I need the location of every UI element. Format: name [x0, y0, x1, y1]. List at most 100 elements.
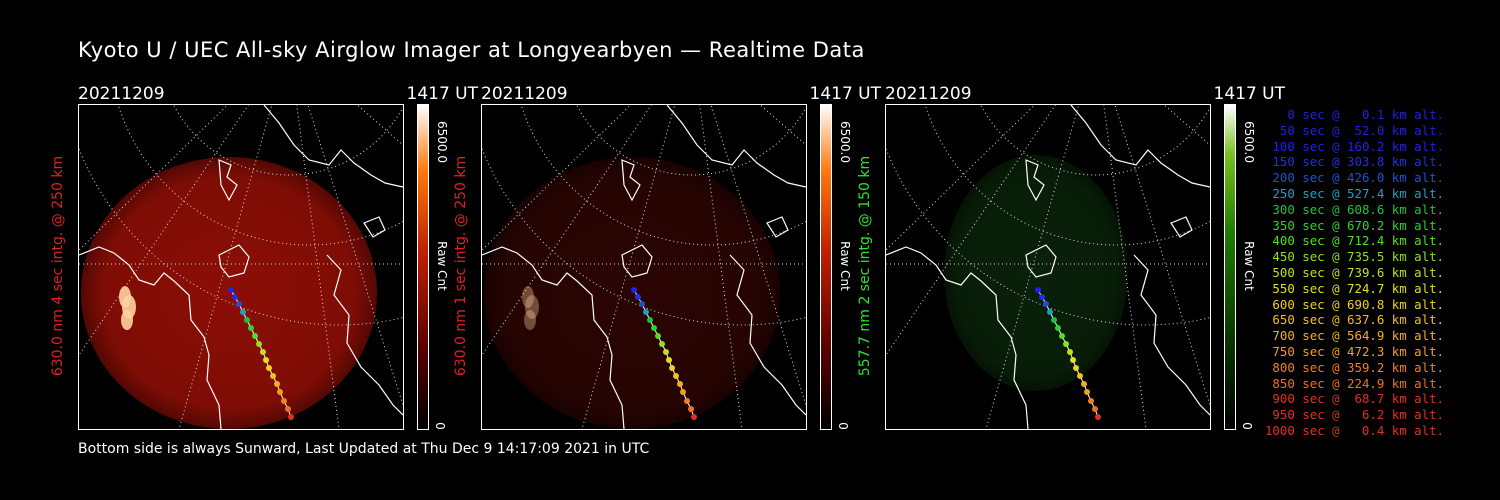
panel-time: 1417 UT: [1213, 84, 1286, 104]
allsky-image: [481, 104, 807, 430]
trajectory-point: [1084, 389, 1090, 395]
coastline: [1070, 105, 1210, 188]
airglow-region: [944, 155, 1128, 391]
colorbar-min: 0: [432, 422, 447, 430]
meridian-line: [1103, 105, 1147, 429]
trajectory-point: [1095, 414, 1101, 420]
coastline: [621, 159, 641, 202]
trajectory-point: [274, 381, 280, 387]
airglow-region: [484, 157, 780, 429]
trajectory-point: [651, 325, 657, 331]
colorbar-max: 6500.0: [838, 121, 852, 163]
trajectory-point: [1070, 357, 1076, 363]
trajectory-point: [1035, 287, 1041, 293]
legend-row: 100 sec @ 160.2 km alt.: [1272, 138, 1444, 154]
trajectory-point: [1055, 325, 1061, 331]
coastline: [79, 246, 222, 429]
panel-wavelength-label: 630.0 nm 4 sec intg. @ 250 km: [50, 155, 66, 377]
colorbar: [1224, 104, 1236, 430]
aurora-spot: [522, 286, 534, 308]
legend-row: 700 sec @ 564.9 km alt.: [1272, 328, 1444, 344]
legend-row: 250 sec @ 527.4 km alt.: [1272, 185, 1444, 201]
trajectory-point: [1088, 398, 1094, 404]
panel-time: 1417 UT: [809, 84, 882, 104]
footer-note: Bottom side is always Sunward, Last Upda…: [78, 441, 650, 457]
meridian-line: [759, 105, 806, 146]
trajectory-point: [691, 414, 697, 420]
legend-row: 600 sec @ 690.8 km alt.: [1272, 296, 1444, 312]
imager-panel-2: 20211209 1417 UT 630.0 nm 1 sec intg. @ …: [453, 84, 882, 434]
legend-row: 1000 sec @ 0.4 km alt.: [1264, 422, 1444, 438]
coastline: [326, 254, 403, 416]
meridian-line: [178, 105, 273, 429]
trajectory-point: [1067, 349, 1073, 355]
trajectory-point: [643, 309, 649, 315]
legend-row: 500 sec @ 739.6 km alt.: [1272, 264, 1444, 280]
trajectory-point: [236, 301, 242, 307]
legend-row: 650 sec @ 637.6 km alt.: [1272, 312, 1444, 328]
coastline: [621, 244, 653, 278]
coastline: [1025, 244, 1057, 278]
meridian-line: [1163, 105, 1210, 146]
meridian-line: [482, 105, 632, 251]
colorbar: [820, 104, 832, 430]
coastline: [1170, 216, 1193, 238]
trajectory-point: [281, 398, 287, 404]
panel-wavelength-label: 557.7 nm 2 sec intg. @ 150 km: [857, 155, 873, 377]
trajectory-point: [1059, 333, 1065, 339]
colorbar-unit: Raw Cnt: [435, 241, 449, 291]
trajectory-point: [688, 406, 694, 412]
meridian-line: [482, 105, 652, 356]
trajectory-point: [244, 317, 250, 323]
legend-row: 550 sec @ 724.7 km alt.: [1272, 280, 1444, 296]
meridian-line: [985, 105, 1080, 429]
legend-row: 0 sec @ 0.1 km alt.: [1287, 107, 1444, 122]
allsky-image: [78, 104, 404, 430]
trajectory-point: [655, 333, 661, 339]
trajectory-point: [1043, 301, 1049, 307]
trajectory-point: [1077, 373, 1083, 379]
panel-wavelength-label: 630.0 nm 1 sec intg. @ 250 km: [453, 155, 469, 377]
trajectory-point: [673, 373, 679, 379]
panel-date: 20211209: [78, 84, 165, 104]
trajectory-point: [288, 414, 294, 420]
colorbar-min: 0: [835, 422, 850, 430]
legend-row: 950 sec @ 6.2 km alt.: [1272, 407, 1444, 423]
meridian-line: [307, 105, 403, 406]
imager-panel-3: 20211209 1417 UT 557.7 nm 2 sec intg. @ …: [857, 84, 1286, 434]
allsky-map: [886, 105, 1210, 429]
legend-row: 50 sec @ 52.0 km alt.: [1279, 122, 1444, 138]
trajectory-point: [1063, 341, 1069, 347]
trajectory-point: [1051, 317, 1057, 323]
trajectory-point: [277, 389, 283, 395]
trajectory-point: [1047, 309, 1053, 315]
meridian-line: [710, 105, 806, 406]
coastline: [218, 244, 250, 278]
trajectory-point: [256, 341, 262, 347]
trajectory-point: [647, 317, 653, 323]
legend-row: 800 sec @ 359.2 km alt.: [1272, 359, 1444, 375]
legend-row: 750 sec @ 472.3 km alt.: [1272, 343, 1444, 359]
meridian-line: [886, 105, 1036, 251]
aurora-spot: [121, 310, 133, 330]
coastline: [482, 246, 625, 429]
meridian-line: [1114, 105, 1210, 406]
meridian-line: [79, 105, 229, 251]
trajectory-point: [240, 309, 246, 315]
colorbar-unit: Raw Cnt: [838, 241, 852, 291]
trajectory-legend: 0 sec @ 0.1 km alt. 50 sec @ 52.0 km alt.…: [1262, 107, 1444, 439]
trajectory-point: [684, 398, 690, 404]
coastline: [363, 216, 386, 238]
latitude-circle: [173, 105, 403, 176]
coastline: [263, 105, 403, 188]
airglow-region: [81, 157, 377, 429]
trajectory-point: [260, 349, 266, 355]
legend-row: 400 sec @ 712.4 km alt.: [1272, 233, 1444, 249]
trajectory-point: [669, 365, 675, 371]
colorbar: [417, 104, 429, 430]
legend-row: 900 sec @ 68.7 km alt.: [1272, 391, 1444, 407]
colorbar-unit: Raw Cnt: [1242, 241, 1256, 291]
aurora-spot: [525, 295, 539, 319]
meridian-line: [886, 105, 1056, 356]
trajectory-point: [263, 357, 269, 363]
